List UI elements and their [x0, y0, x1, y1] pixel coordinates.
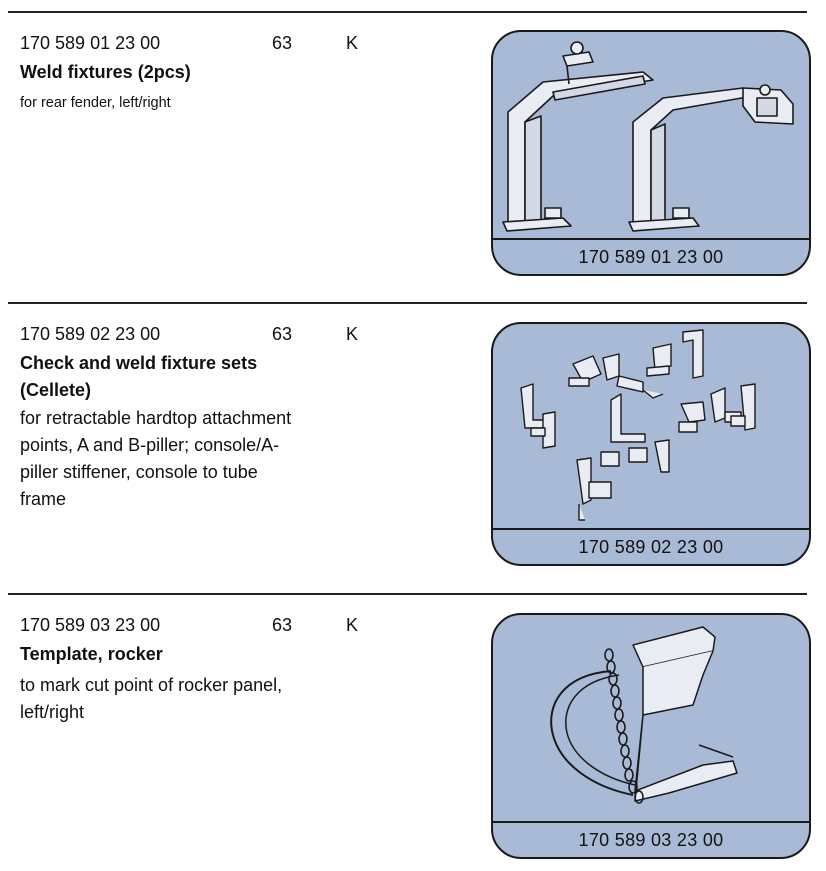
illustration-panel: 170 589 01 23 00	[491, 30, 811, 276]
quantity-code: 63	[272, 33, 293, 53]
section-divider	[8, 11, 807, 13]
section-divider	[8, 302, 807, 304]
part-number: 170 589 03 23 00	[20, 615, 161, 635]
section-divider	[8, 593, 807, 595]
quantity-code: 63	[272, 615, 293, 635]
illustration-caption: 170 589 03 23 00	[493, 821, 809, 857]
illustration-panel: 170 589 02 23 00	[491, 322, 811, 566]
category-code: K	[346, 615, 359, 635]
entry-title: Template, rocker	[20, 644, 163, 664]
illustration-panel: 170 589 03 23 00	[491, 613, 811, 859]
illustration-caption: 170 589 01 23 00	[493, 238, 809, 274]
entry-title: Check and weld fixture sets (Cellete)	[20, 353, 258, 400]
rocker-template-drawing	[550, 626, 738, 804]
entry-description: for retractable hardtop attachment point…	[20, 408, 292, 509]
entry-title: Weld fixtures (2pcs)	[20, 62, 191, 82]
category-code: K	[346, 324, 359, 344]
category-code: K	[346, 33, 359, 53]
part-number: 170 589 02 23 00	[20, 324, 161, 344]
fixture-sets-drawing	[520, 329, 756, 521]
weld-fixtures-drawing	[502, 41, 794, 232]
part-number: 170 589 01 23 00	[20, 33, 161, 53]
entry-description: for rear fender, left/right	[20, 95, 171, 111]
entry-description: to mark cut point of rocker panel, left/…	[20, 675, 283, 722]
quantity-code: 63	[272, 324, 293, 344]
illustration-caption: 170 589 02 23 00	[493, 528, 809, 564]
